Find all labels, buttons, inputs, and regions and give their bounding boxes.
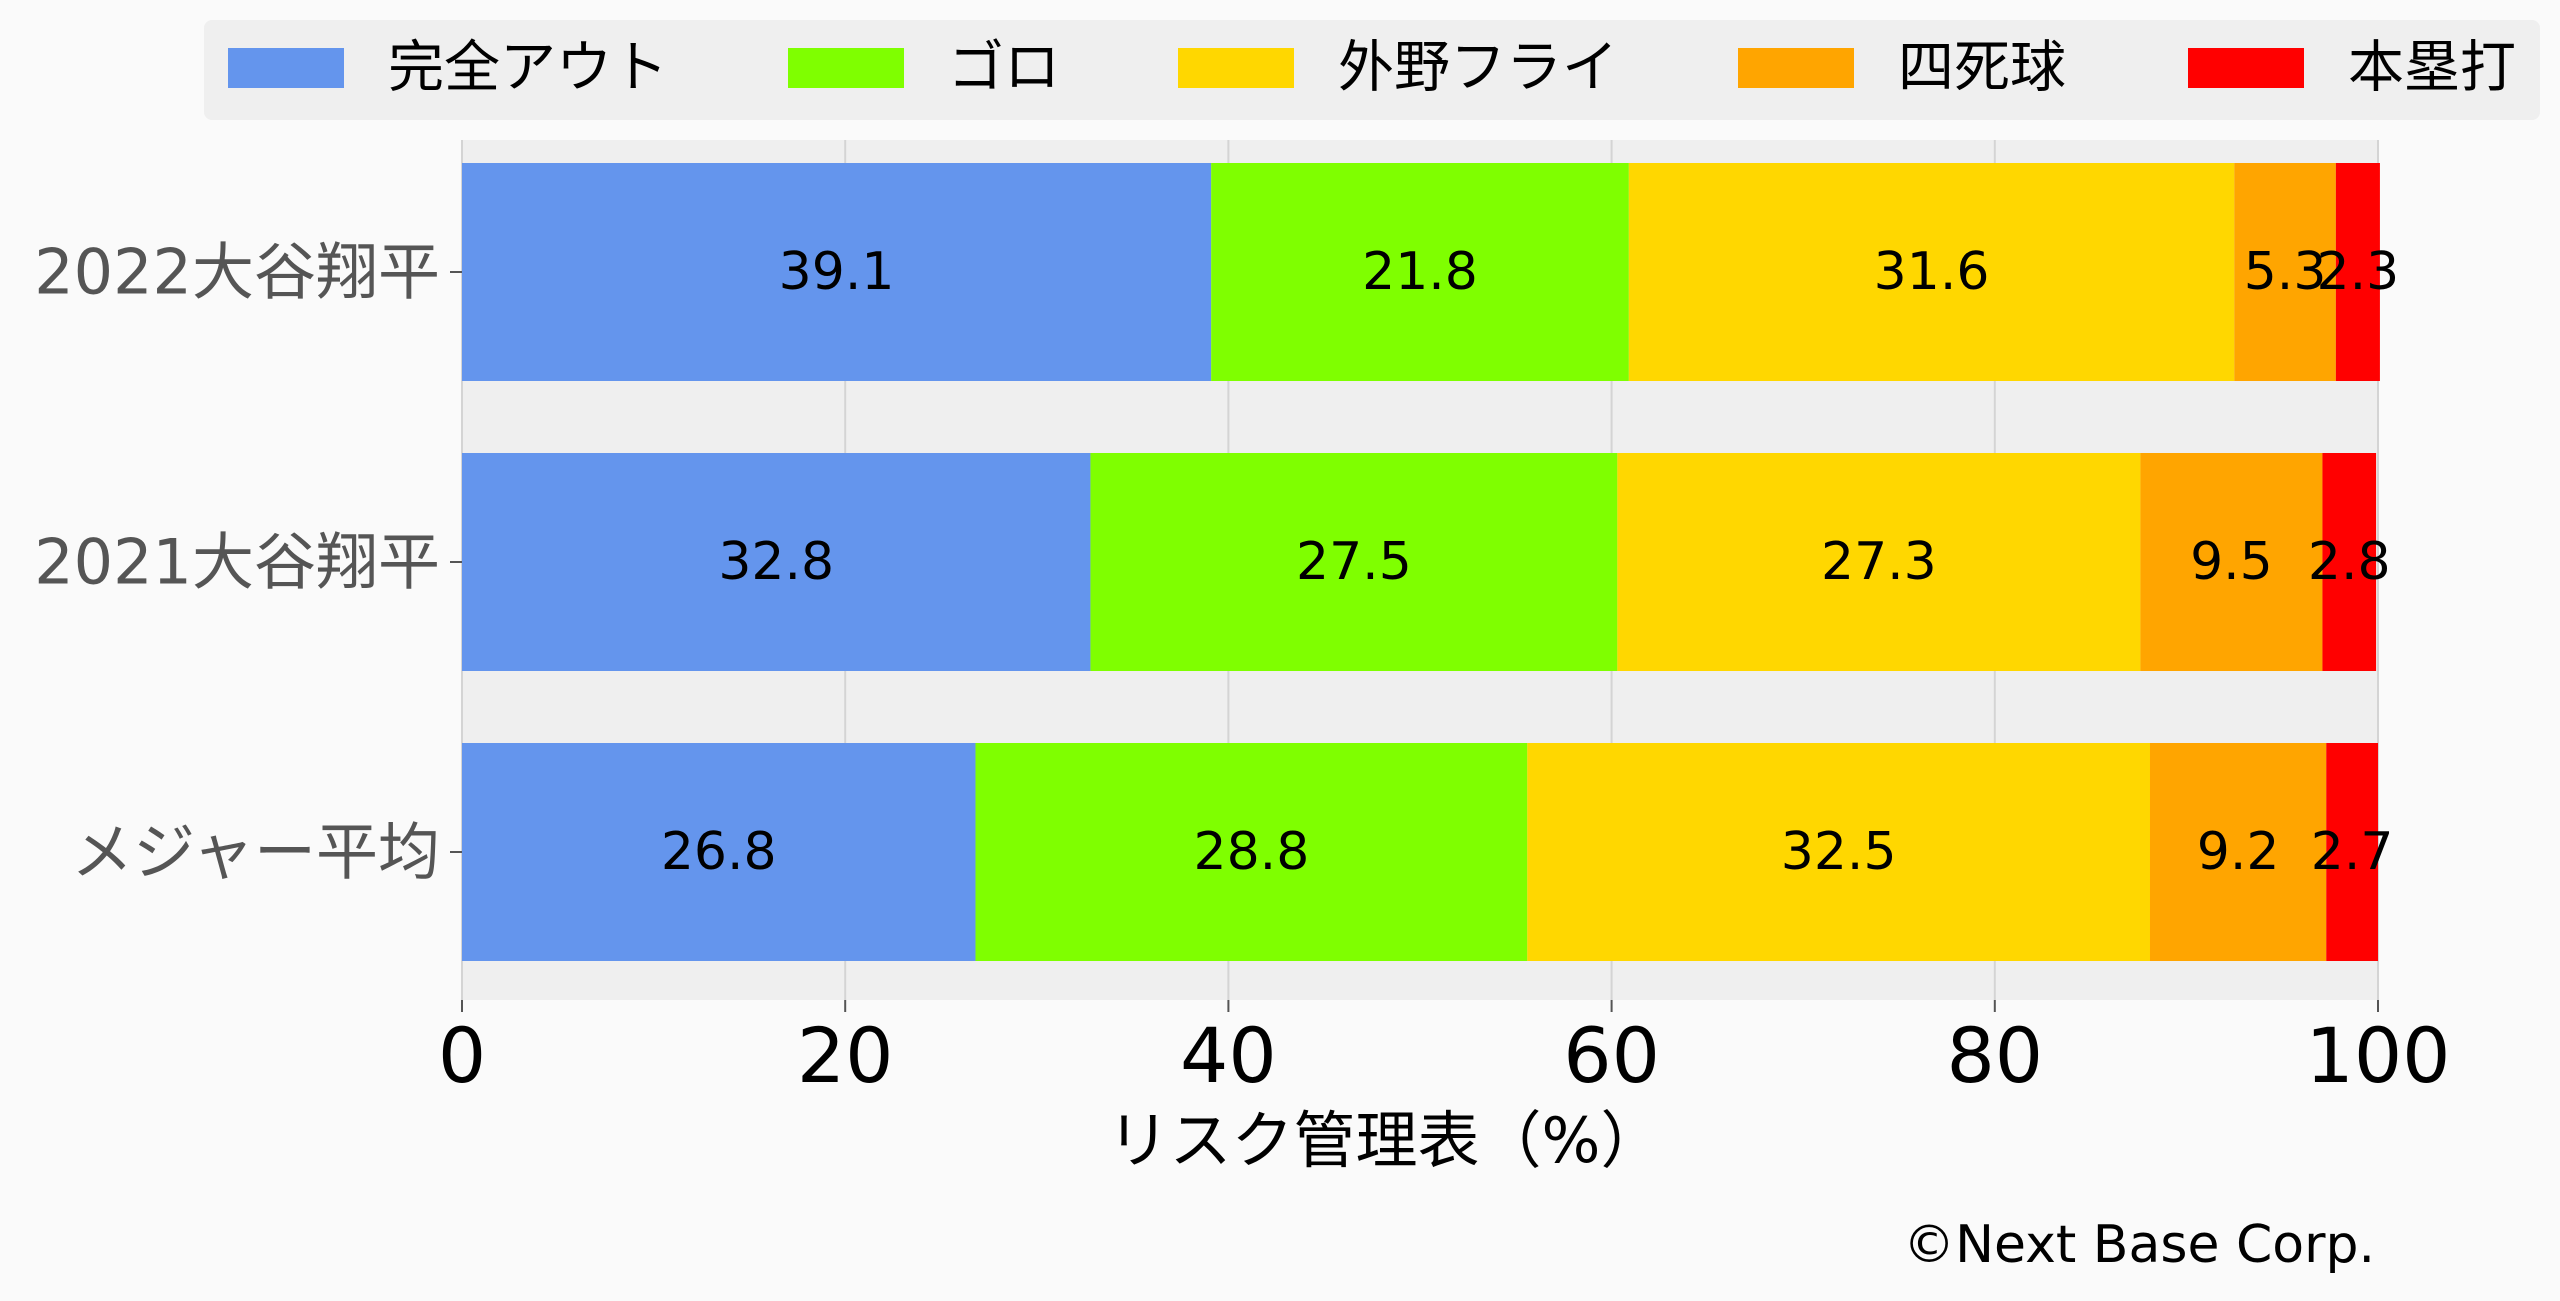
bars: [462, 163, 2380, 961]
bar-segment: [2149, 743, 2327, 961]
x-axis-ticks: 0 20 40 60 80 100: [438, 1000, 2451, 1100]
x-axis-label: リスク管理表（%）: [1108, 1104, 1663, 1177]
legend-label: 四死球: [1898, 36, 2066, 101]
legend-swatch: [2188, 48, 2304, 88]
copyright-text: ©Next Base Corp.: [1903, 1215, 2375, 1275]
x-tick-label: 100: [2305, 1011, 2450, 1100]
data-label: 2.7: [2311, 822, 2394, 882]
bar-segment: [1617, 453, 2141, 671]
legend-label: 完全アウト: [388, 36, 668, 101]
x-tick-label: 20: [797, 1011, 894, 1100]
bar-segment: [1211, 163, 1629, 381]
bar-segment: [2234, 163, 2336, 381]
legend: 完全アウト ゴロ 外野フライ 四死球 本塁打: [204, 20, 2540, 120]
y-tick-label: 2021大谷翔平: [34, 526, 440, 599]
bar-segment: [462, 163, 1212, 381]
y-tick-label: 2022大谷翔平: [34, 236, 440, 309]
bar-segment: [2326, 743, 2378, 961]
bar-segment: [1628, 163, 2235, 381]
data-label: 26.8: [661, 822, 777, 882]
data-label: 32.8: [718, 532, 834, 592]
x-tick-label: 40: [1180, 1011, 1277, 1100]
data-label: 28.8: [1194, 822, 1310, 882]
bar-segment: [1527, 743, 2150, 961]
legend-swatch: [228, 48, 344, 88]
data-label: 39.1: [779, 242, 895, 302]
data-label: 27.3: [1821, 532, 1937, 592]
y-tick-label: メジャー平均: [71, 816, 440, 889]
x-tick-label: 60: [1563, 1011, 1660, 1100]
legend-swatch: [1178, 48, 1294, 88]
legend-label: ゴロ: [948, 36, 1060, 101]
data-label: 5.3: [2244, 242, 2327, 302]
legend-frame: [204, 20, 2540, 120]
data-label: 2.3: [2317, 242, 2400, 302]
legend-swatch: [1738, 48, 1854, 88]
data-label: 31.6: [1874, 242, 1990, 302]
data-label: 21.8: [1362, 242, 1478, 302]
data-label: 32.5: [1781, 822, 1897, 882]
bar-segment: [1090, 453, 1618, 671]
legend-label: 外野フライ: [1338, 36, 1618, 101]
bar-segment: [2335, 163, 2380, 381]
data-label: 9.2: [2197, 822, 2280, 882]
bar-segment: [2140, 453, 2323, 671]
bar-segment: [975, 743, 1528, 961]
legend-label: 本塁打: [2348, 36, 2516, 101]
legend-swatch: [788, 48, 904, 88]
bar-segment: [462, 743, 976, 961]
data-labels: 39.1 21.8 31.6 5.32.3 32.8 27.5 27.3 9.5 2.8 26.8…: [661, 242, 2399, 882]
x-tick-label: 80: [1946, 1011, 2043, 1100]
data-label: 2.8: [2308, 532, 2391, 592]
data-label: 9.5: [2190, 532, 2273, 592]
data-label: 27.5: [1296, 532, 1412, 592]
bar-segment: [2322, 453, 2377, 671]
x-tick-label: 0: [438, 1011, 486, 1100]
bar-segment: [462, 453, 1091, 671]
